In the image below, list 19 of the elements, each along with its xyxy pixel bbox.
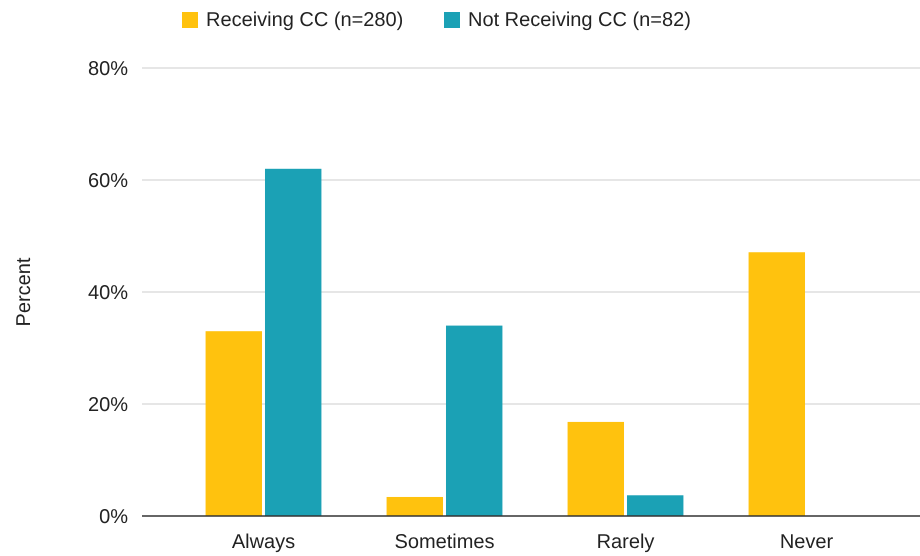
bar: [626, 495, 684, 516]
y-tick-label: 20%: [88, 394, 128, 416]
bar: [748, 252, 806, 516]
bar: [446, 326, 502, 516]
y-tick-label: 60%: [88, 170, 128, 192]
x-tick-label: Never: [780, 531, 834, 553]
y-tick-label: 0%: [99, 506, 128, 528]
bar: [264, 168, 322, 516]
x-tick-label: Sometimes: [394, 531, 495, 553]
bar: [568, 422, 624, 516]
bar: [206, 331, 262, 516]
bar: [386, 496, 444, 516]
x-tick-label: Rarely: [596, 531, 654, 553]
y-tick-label: 80%: [88, 58, 128, 80]
legend-label: Not Receiving CC (n=82): [468, 9, 691, 31]
legend-label: Receiving CC (n=280): [206, 9, 404, 31]
y-tick-label: 40%: [88, 282, 128, 304]
y-axis-title: Percent: [13, 257, 35, 326]
x-tick-label: Always: [232, 531, 296, 553]
